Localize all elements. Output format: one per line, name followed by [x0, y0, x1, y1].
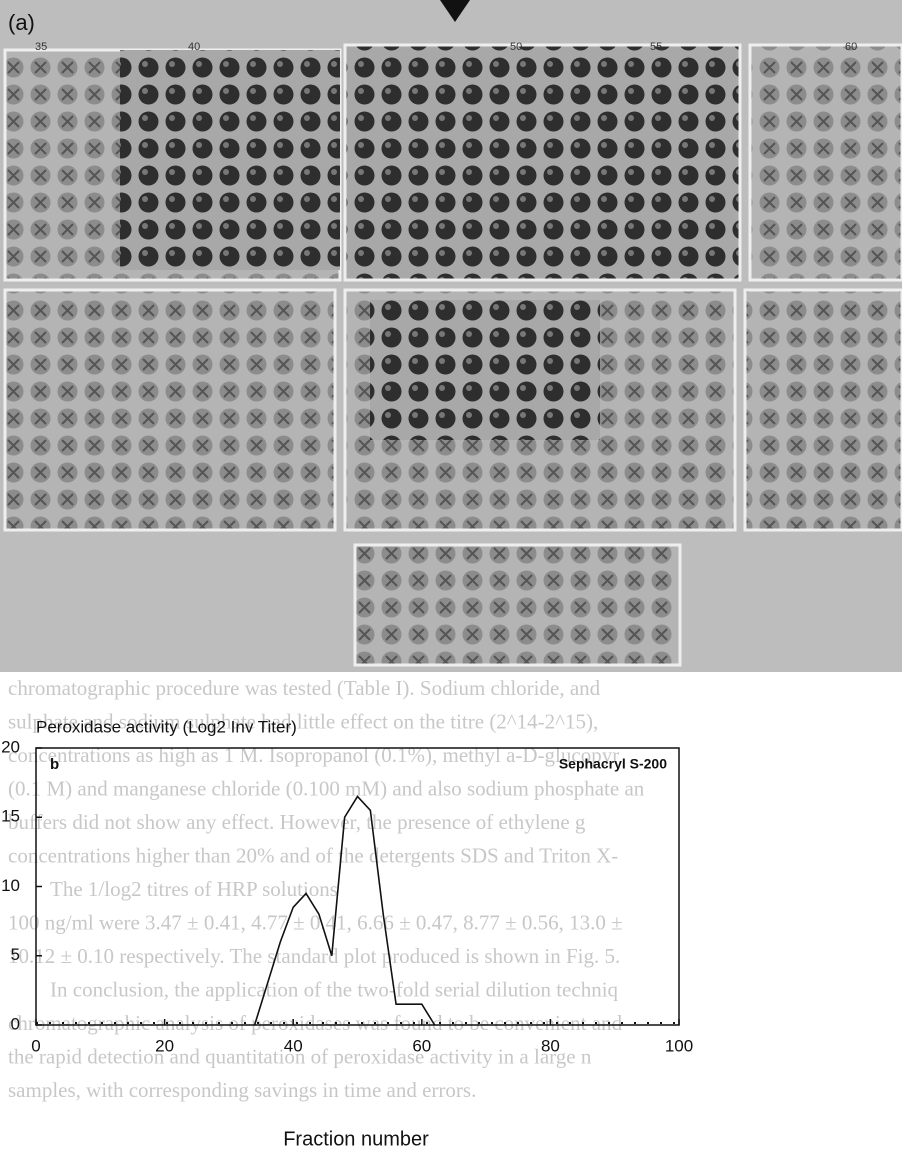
background-line: the rapid detection and quantitation of …: [8, 1044, 592, 1068]
plate-label: 35: [35, 41, 47, 53]
show-through-text: chromatographic procedure was tested (Ta…: [8, 676, 645, 1102]
y-tick-label: 20: [1, 737, 20, 756]
data-line: [253, 795, 436, 1026]
x-tick-label: 40: [284, 1036, 303, 1055]
x-tick-label: 0: [31, 1036, 40, 1055]
y-tick-label: 5: [11, 945, 20, 964]
background-line: 10.12 ± 0.10 respectively. The standard …: [8, 944, 620, 968]
plate-label: 55: [650, 41, 662, 53]
background-line: chromatographic analysis of peroxidases …: [8, 1011, 623, 1035]
chart-title: Sephacryl S-200: [559, 756, 667, 772]
background-line: chromatographic procedure was tested (Ta…: [8, 676, 601, 700]
background-line: concentrations as high as 1 M. Isopropan…: [8, 743, 619, 767]
y-tick-label: 0: [11, 1014, 20, 1033]
plate-label: 40: [188, 41, 200, 53]
photo: (a) 35 40 50 55 60: [0, 0, 902, 672]
background-line: sulphate and sodium sulphate had little …: [8, 709, 598, 733]
background-line: 100 ng/ml were 3.47 ± 0.41, 4.77 ± 0.41,…: [8, 910, 623, 934]
x-tick-label: 60: [412, 1036, 431, 1055]
background-line: (0.1 M) and manganese chloride (0.100 mM…: [8, 776, 645, 800]
x-tick-label: 20: [155, 1036, 174, 1055]
background-line: concentrations higher than 20% and of th…: [8, 843, 618, 867]
y-axis-title: Peroxidase activity (Log2 Inv Titer): [36, 717, 297, 736]
chart: 0 5 10 15 20 0 20 40 60 80 100 Peroxidase activity …: [1, 717, 693, 1150]
background-line: samples, with corresponding savings in t…: [8, 1078, 476, 1102]
x-tick-label: 100: [665, 1036, 693, 1055]
background-line: The 1/log2 titres of HRP solutions: [50, 877, 338, 901]
panel-label: (a): [8, 10, 35, 35]
background-line: In conclusion, the application of the tw…: [50, 977, 619, 1001]
y-tick-label: 15: [1, 807, 20, 826]
plate-label: 50: [510, 41, 522, 53]
x-tick-label: 80: [541, 1036, 560, 1055]
x-axis-title: Fraction number: [283, 1128, 429, 1150]
panel-label: b: [50, 756, 59, 773]
plate-label: 60: [845, 41, 857, 53]
y-tick-label: 10: [1, 876, 20, 895]
background-line: buffers did not show any effect. However…: [8, 810, 586, 834]
